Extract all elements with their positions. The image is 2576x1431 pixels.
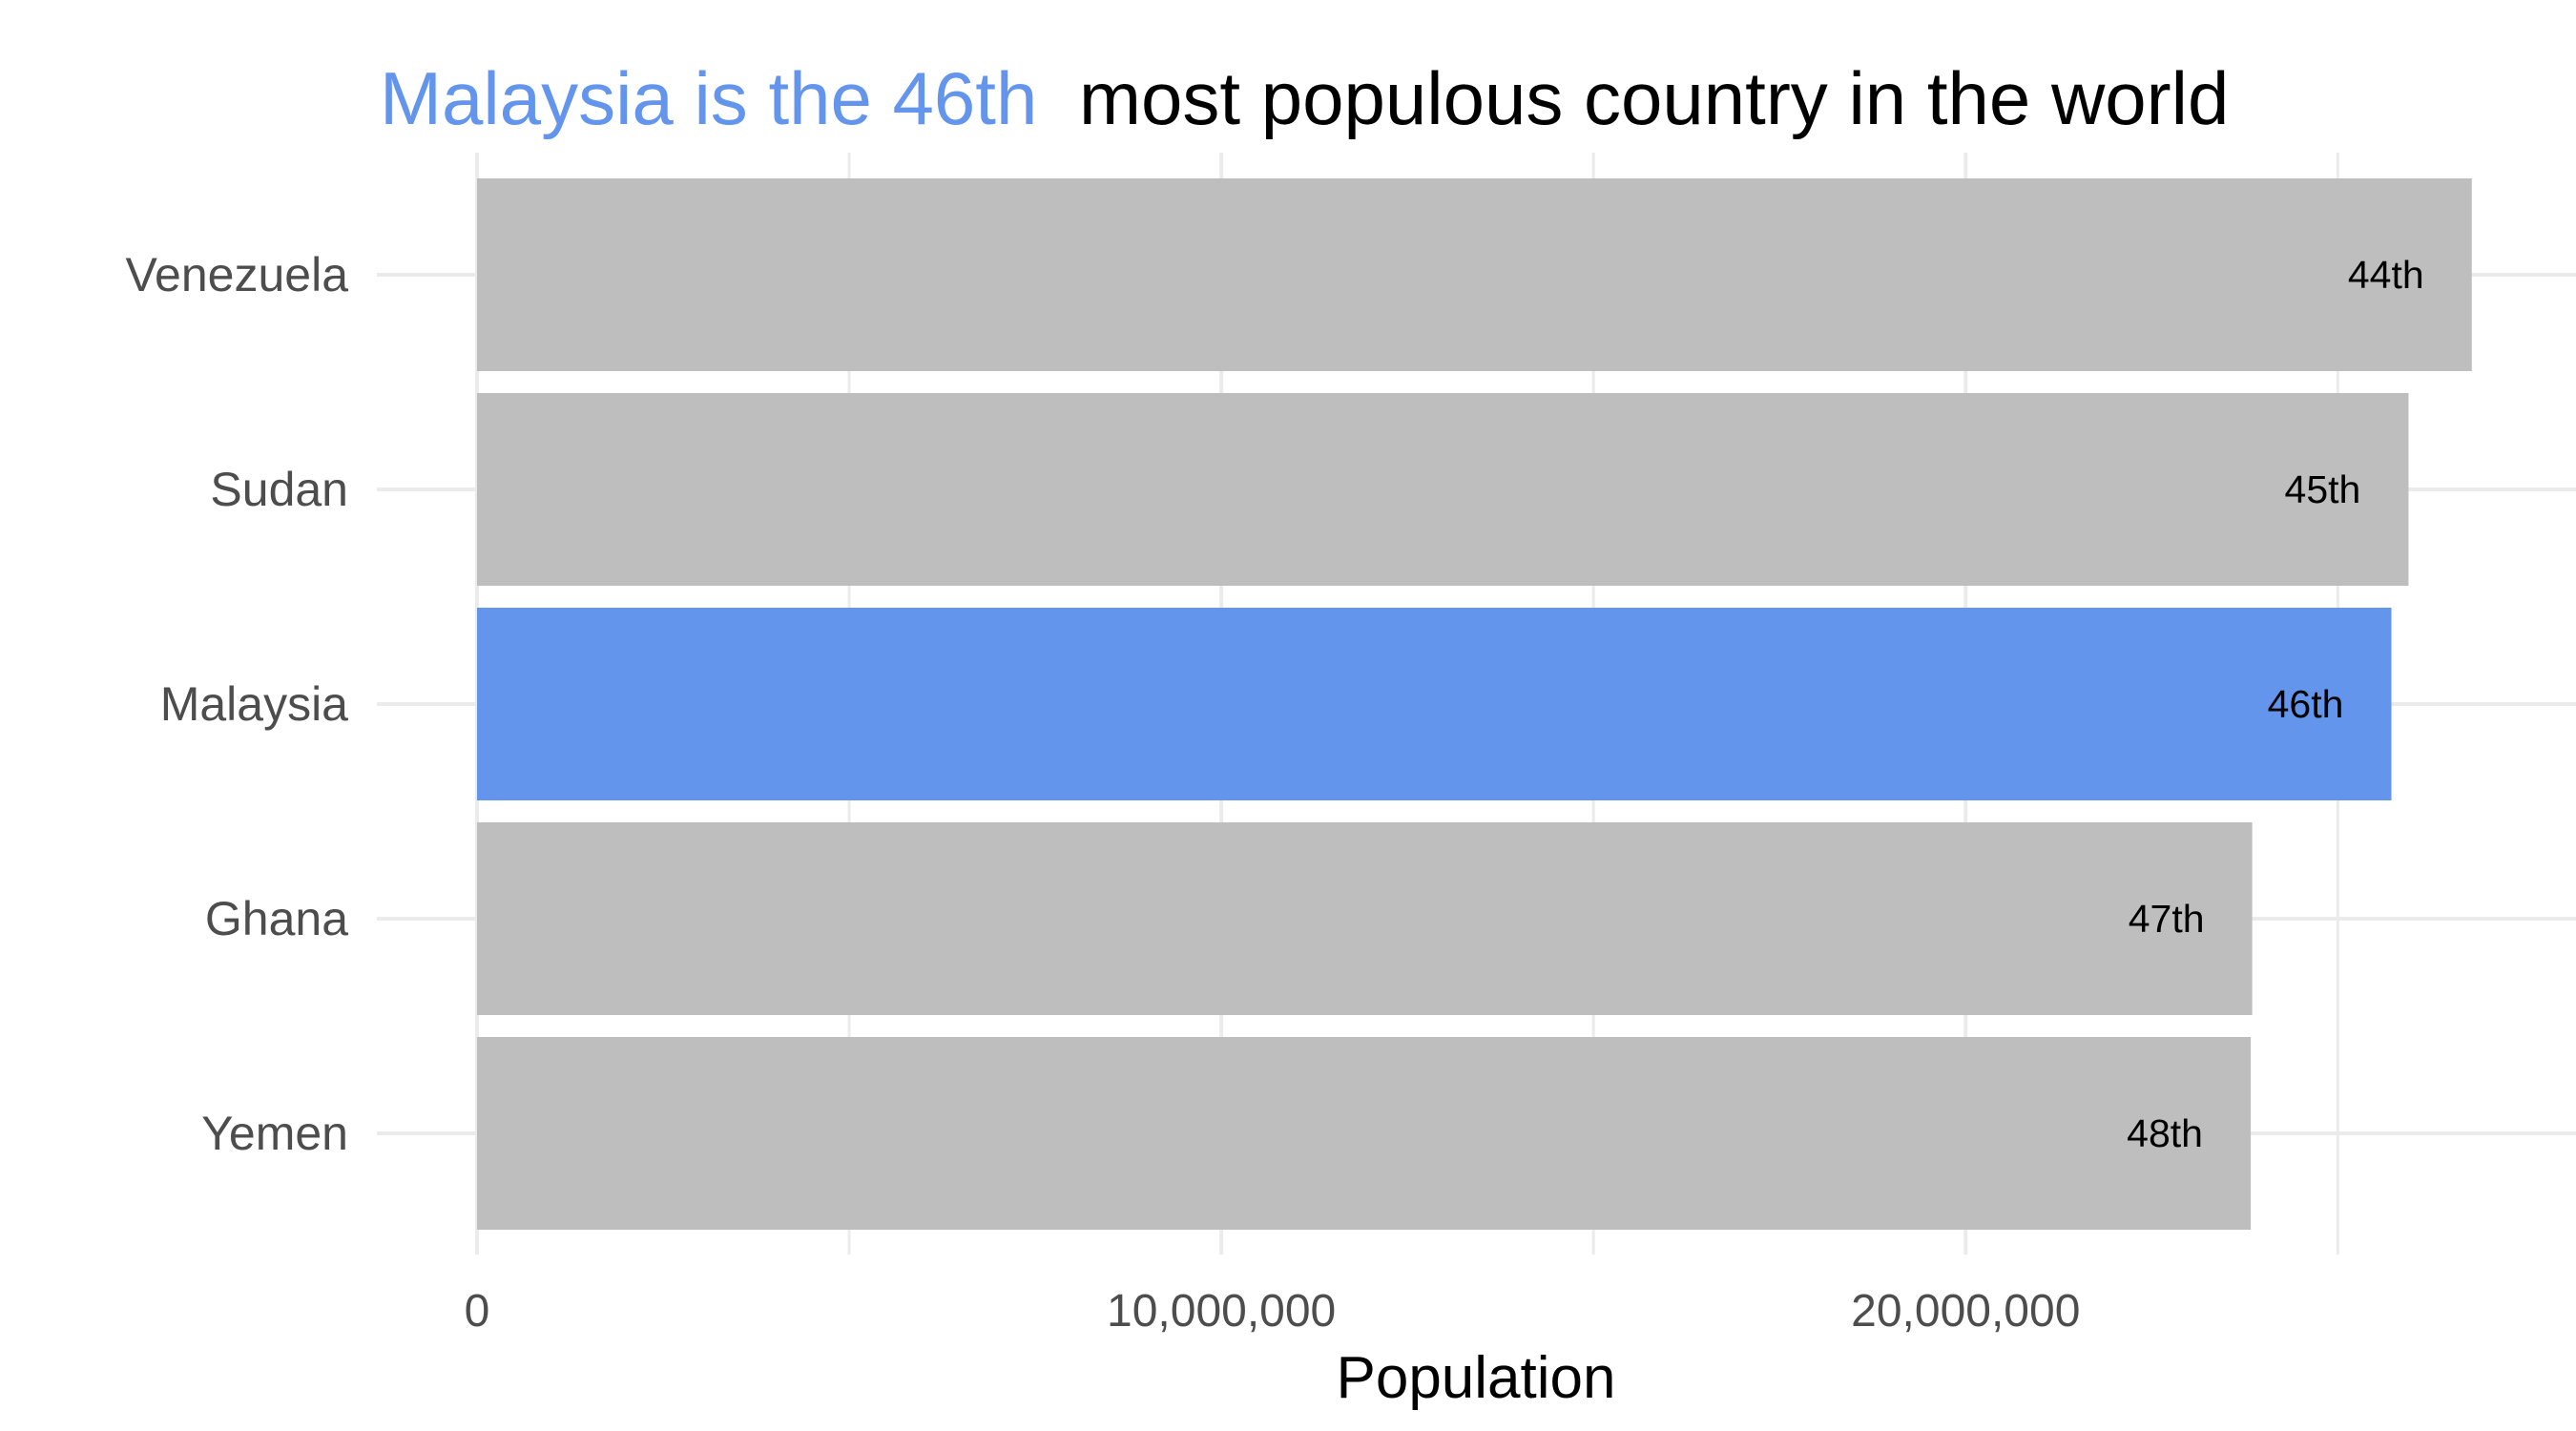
x-tick-label: 20,000,000: [1851, 1286, 2080, 1337]
bar-malaysia: [477, 608, 2392, 800]
rank-label-sudan: 45th: [2285, 467, 2361, 511]
x-axis-title: Population: [1336, 1345, 1615, 1411]
chart-title: Malaysia is the 46th most populous count…: [380, 56, 2229, 140]
category-label-yemen: Yemen: [201, 1107, 348, 1160]
title-highlight: Malaysia is the 46th: [380, 56, 1037, 140]
rank-label-ghana: 47th: [2129, 897, 2205, 941]
rank-labels: 44th 45th 46th 47th 48th: [2127, 253, 2424, 1155]
bar-yemen: [477, 1037, 2252, 1230]
x-tick-label: 0: [465, 1286, 490, 1337]
rank-label-venezuela: 44th: [2348, 253, 2424, 297]
title-rest: most populous country in the world: [1079, 56, 2229, 140]
rank-label-yemen: 48th: [2127, 1111, 2203, 1155]
x-tick-label: 10,000,000: [1107, 1286, 1336, 1337]
category-label-sudan: Sudan: [210, 463, 348, 516]
category-label-malaysia: Malaysia: [160, 677, 348, 731]
bars: [477, 178, 2472, 1230]
rank-label-malaysia: 46th: [2268, 682, 2344, 726]
bar-venezuela: [477, 178, 2472, 371]
category-labels: Venezuela Sudan Malaysia Ghana Yemen: [125, 248, 348, 1160]
category-label-venezuela: Venezuela: [125, 248, 348, 301]
category-label-ghana: Ghana: [205, 892, 348, 945]
bar-sudan: [477, 393, 2409, 586]
bar-ghana: [477, 822, 2253, 1015]
x-tick-labels: 0 10,000,000 20,000,000: [465, 1286, 2081, 1337]
